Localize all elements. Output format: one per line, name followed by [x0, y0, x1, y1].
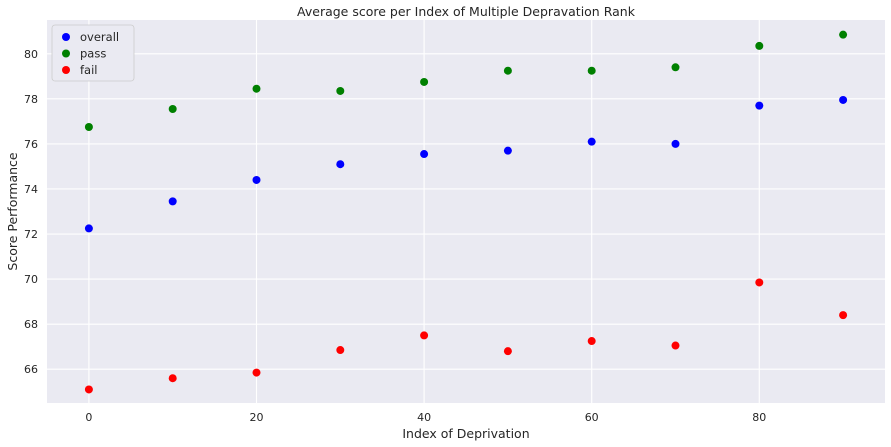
data-point-pass: [336, 86, 345, 95]
data-point-pass: [252, 84, 261, 93]
data-point-fail: [671, 341, 680, 350]
data-point-pass: [839, 30, 848, 39]
data-point-overall: [671, 139, 680, 148]
data-point-fail: [252, 368, 261, 377]
data-point-overall: [84, 224, 93, 233]
data-point-pass: [84, 123, 93, 132]
legend-label-fail: fail: [80, 63, 98, 77]
data-point-fail: [420, 331, 429, 340]
data-point-fail: [839, 311, 848, 320]
y-tick-label: 74: [24, 183, 38, 196]
data-point-pass: [671, 63, 680, 72]
data-point-fail: [336, 346, 345, 355]
data-point-fail: [755, 278, 764, 287]
y-tick-label: 78: [24, 93, 38, 106]
legend-marker-pass: [62, 49, 70, 58]
legend-marker-fail: [62, 66, 70, 74]
data-point-pass: [420, 77, 429, 86]
x-axis-label: Index of Deprivation: [402, 426, 529, 441]
x-tick-label: 80: [752, 411, 766, 424]
x-tick-label: 20: [250, 411, 264, 424]
y-tick-label: 76: [24, 138, 38, 151]
data-point-fail: [84, 385, 93, 394]
y-tick-labels: 66 68 70 72 74 76 78 80: [24, 48, 38, 376]
data-point-overall: [587, 137, 596, 146]
data-point-pass: [503, 66, 512, 75]
legend-box: [51, 24, 135, 82]
data-point-overall: [168, 197, 177, 206]
legend-label-overall: overall: [80, 30, 119, 44]
x-tick-label: 0: [85, 411, 92, 424]
y-axis-label: Score Performance: [5, 152, 20, 271]
chart-title: Average score per Index of Multiple Depr…: [297, 4, 636, 19]
y-tick-label: 80: [24, 48, 38, 61]
x-tick-labels: 0 20 40 60 80: [85, 411, 766, 424]
legend: overall pass fail: [51, 24, 135, 82]
data-point-pass: [587, 66, 596, 75]
y-tick-label: 72: [24, 228, 38, 241]
y-tick-label: 70: [24, 273, 38, 286]
data-point-pass: [168, 104, 177, 113]
data-points: [84, 30, 848, 394]
y-tick-label: 68: [24, 318, 38, 331]
plot-background: [47, 20, 885, 403]
data-point-fail: [503, 347, 512, 356]
data-point-overall: [336, 160, 345, 169]
data-point-fail: [168, 374, 177, 383]
data-point-overall: [755, 101, 764, 110]
legend-marker-overall: [62, 33, 70, 41]
x-tick-label: 60: [585, 411, 599, 424]
data-point-overall: [503, 146, 512, 155]
data-point-overall: [420, 150, 429, 159]
y-tick-label: 66: [24, 363, 38, 376]
data-point-overall: [839, 95, 848, 104]
legend-label-pass: pass: [80, 47, 106, 61]
data-point-fail: [587, 337, 596, 346]
data-point-overall: [252, 175, 261, 184]
x-tick-label: 40: [417, 411, 431, 424]
data-point-pass: [755, 41, 764, 50]
